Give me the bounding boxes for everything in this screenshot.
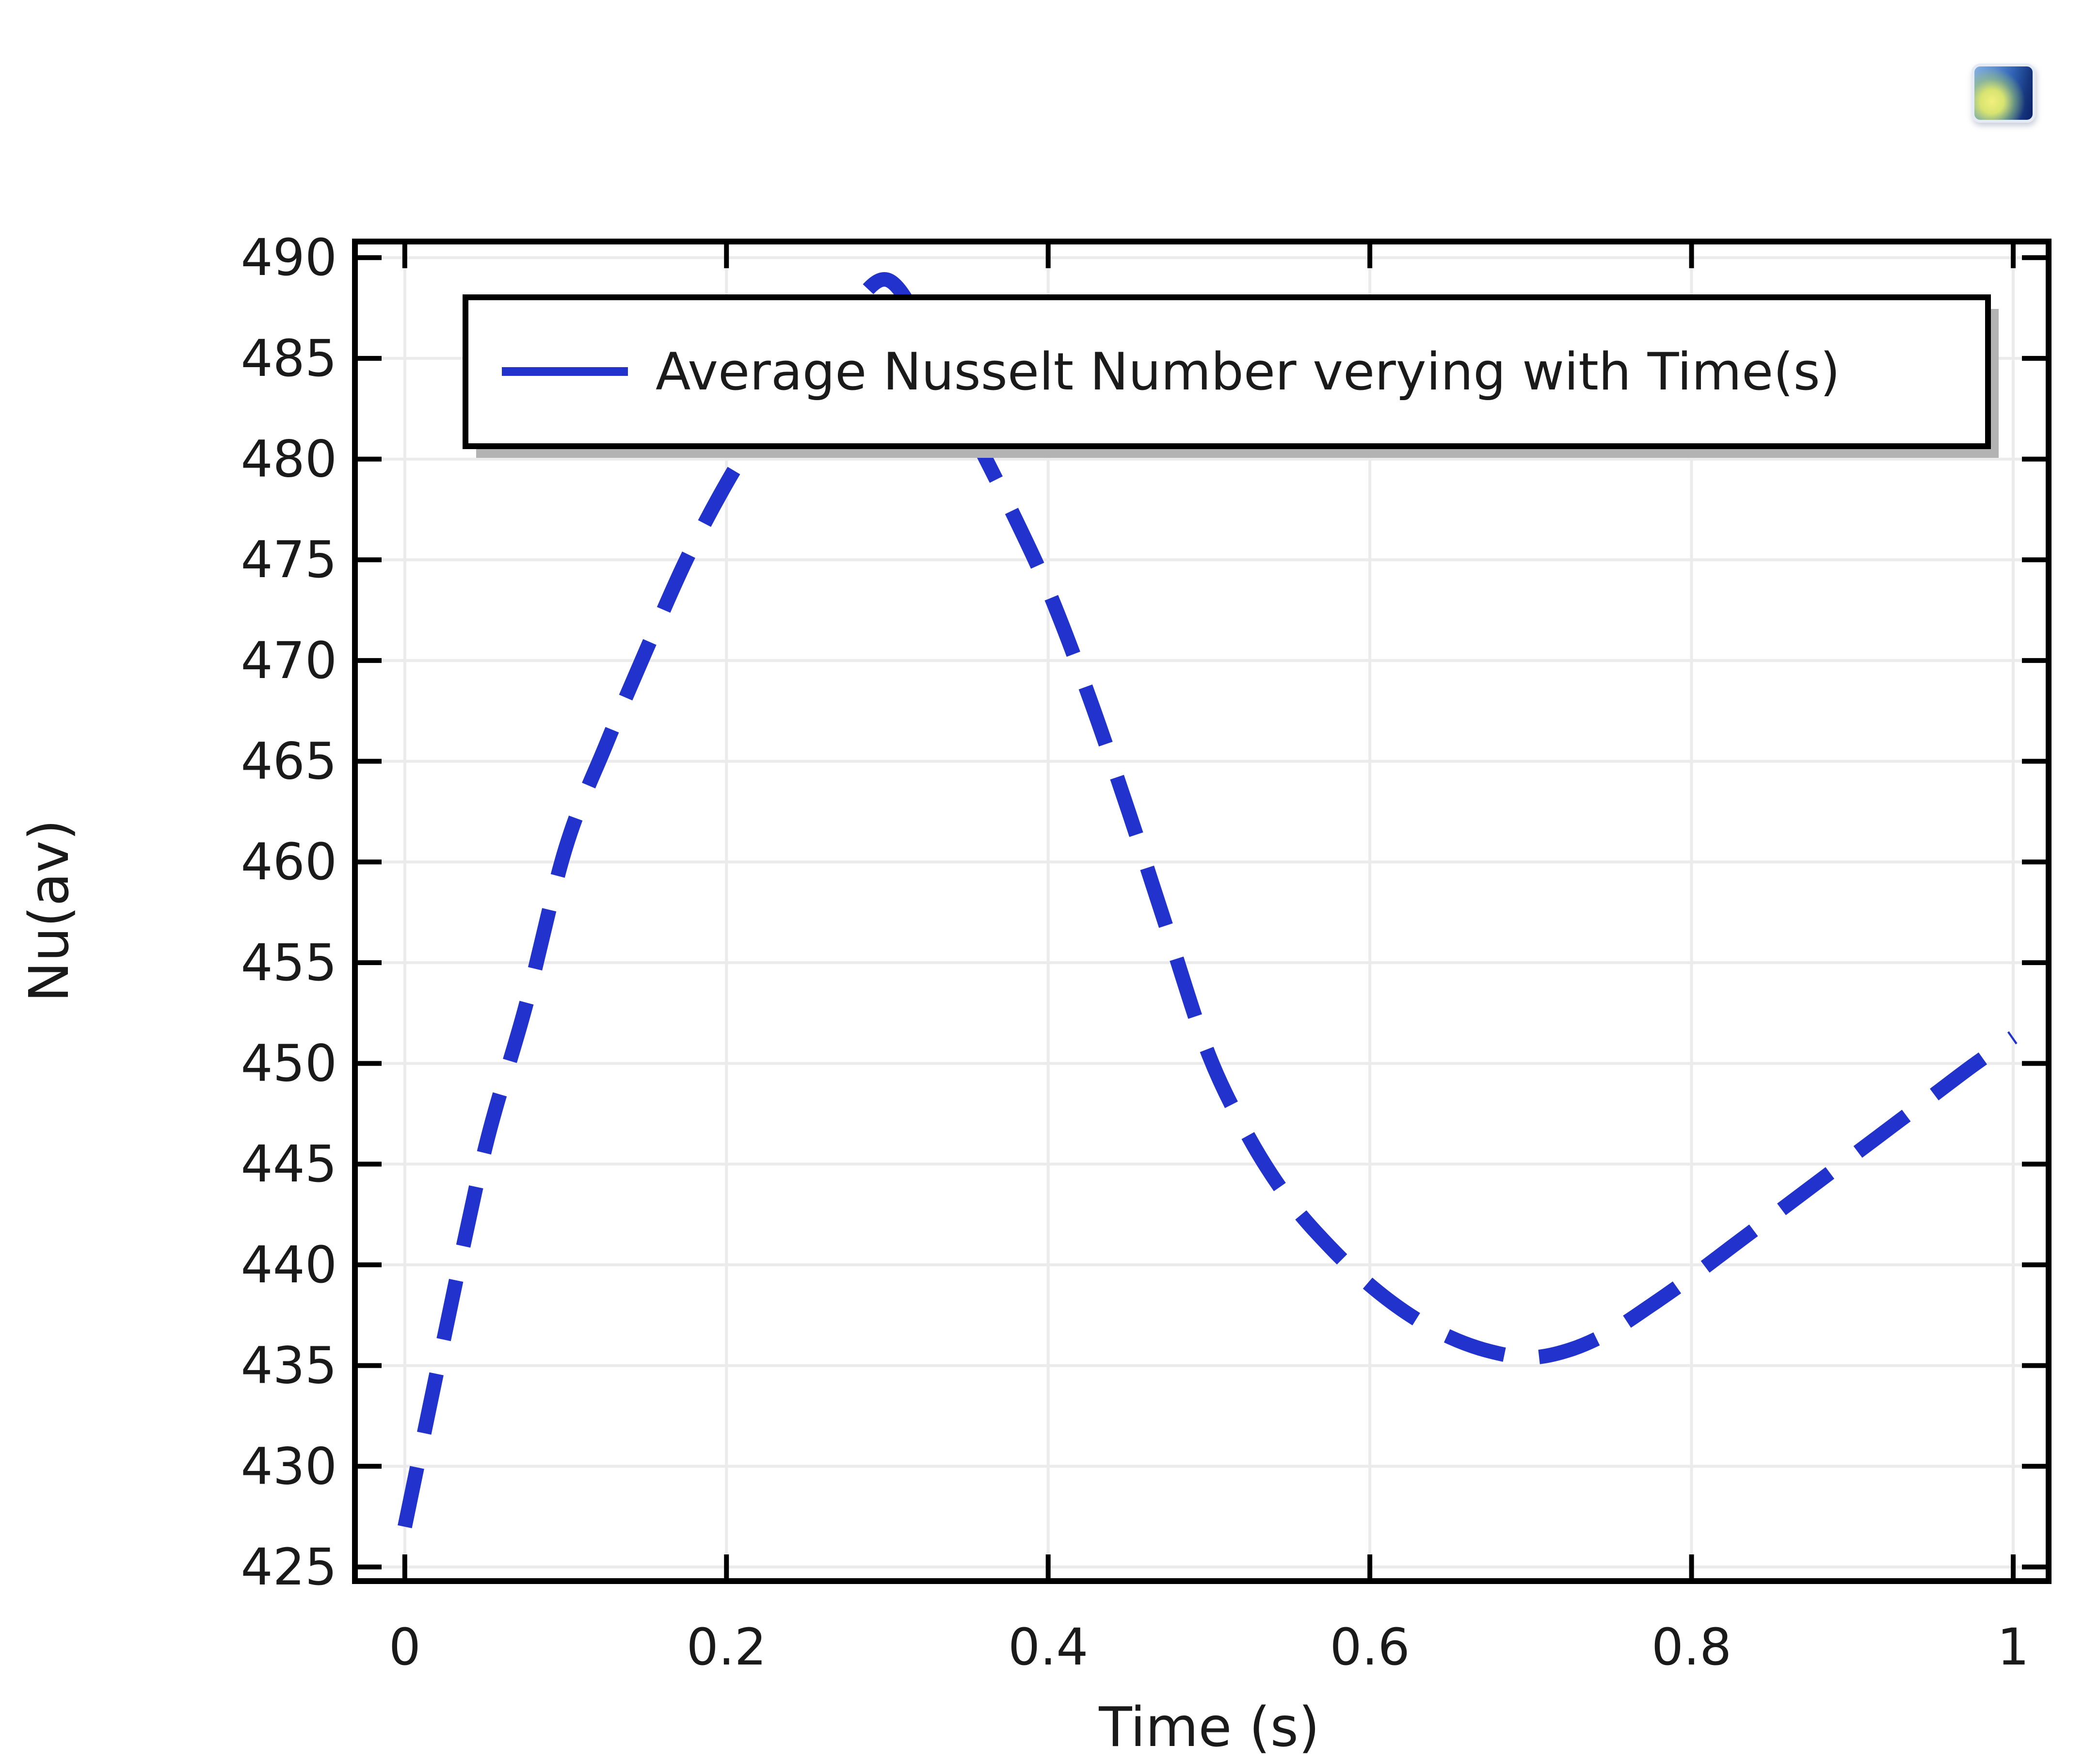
x-tick-label: 0.6	[1330, 1617, 1410, 1677]
x-tick-label: 1	[1997, 1617, 2029, 1677]
y-tick-label: 490	[240, 228, 337, 287]
y-tick-label: 425	[240, 1537, 337, 1597]
y-tick-label: 485	[240, 329, 337, 388]
x-tick-label: 0.2	[687, 1617, 767, 1677]
y-tick-label: 460	[240, 832, 337, 891]
legend-box	[463, 294, 1991, 449]
nusselt-curve	[398, 272, 2018, 1528]
x-tick-label: 0.8	[1651, 1617, 1731, 1677]
y-tick-label: 455	[240, 933, 337, 992]
y-tick-label: 445	[240, 1134, 337, 1194]
y-tick-label: 470	[240, 631, 337, 690]
y-tick-label: 480	[240, 430, 337, 489]
plot-border	[352, 239, 2052, 1584]
y-tick-label: 450	[240, 1034, 337, 1093]
x-tick-label: 0.4	[1008, 1617, 1088, 1677]
axis-ticks	[355, 242, 2049, 1581]
y-tick-labels: 425 430 435 440 445 450 455 460 465 470 475 480 485 4…	[240, 228, 337, 1597]
y-tick-label: 465	[240, 732, 337, 791]
x-tick-labels: 0 0.2 0.4 0.6 0.8 1	[389, 1617, 2029, 1677]
legend-label: Average Nusselt Number verying with Time…	[656, 342, 1840, 402]
x-axis-title: Time (s)	[1098, 1696, 1319, 1759]
y-tick-label: 435	[240, 1336, 337, 1395]
x-tick-label: 0	[389, 1617, 421, 1677]
y-axis-title: Nu(av)	[18, 819, 81, 1002]
comsol-plot-thumbnail-icon	[1972, 64, 2036, 123]
y-tick-label: 430	[240, 1437, 337, 1496]
y-tick-label: 475	[240, 530, 337, 589]
legend: Average Nusselt Number verying with Time…	[463, 294, 1999, 458]
series-path	[398, 272, 2018, 1528]
y-tick-label: 440	[240, 1235, 337, 1294]
